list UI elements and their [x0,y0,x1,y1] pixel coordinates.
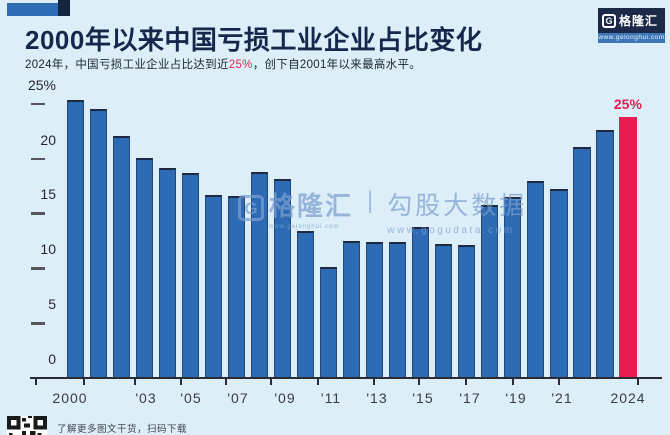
bar [227,195,246,378]
bar [458,245,476,378]
bar [66,100,84,378]
bar [550,189,568,378]
y-axis-label: 20 [40,131,56,148]
brand-g-icon: G [602,13,616,28]
subtitle-highlight: 25% [228,59,253,71]
bar [89,109,107,378]
bar [527,180,545,378]
x-axis-label: '15 [412,390,434,406]
y-axis-label: 25% [27,76,56,93]
x-axis-tick [83,379,85,385]
page-subtitle: 2024年，中国亏损工业企业占比达到近25%，创下自2001年以来最高水平。 [25,56,625,72]
x-axis-line [30,377,662,380]
x-axis-label: '11 [320,390,342,406]
bar [342,240,361,378]
bar-value-label: 25% [613,95,642,112]
y-axis-label: 0 [48,351,56,367]
bar [319,267,338,378]
subtitle-text-2: ，创下自2001年以来最高水平。 [252,59,422,71]
x-axis-tick [180,379,182,385]
bar [481,204,499,378]
x-axis-label: 2000 [52,390,88,406]
page-title: 2000年以来中国亏损工业企业占比变化 [25,25,483,55]
bar [388,241,407,378]
bar [573,146,591,378]
bar [411,226,430,378]
x-axis-label: '07 [227,390,249,406]
x-axis-tick [512,379,514,385]
x-axis-label: '19 [505,390,527,406]
x-axis-tick [225,379,227,385]
y-axis-label: 10 [40,241,56,258]
x-axis-tick [373,379,375,385]
qr-code [7,416,47,435]
x-axis-tick [558,379,560,385]
bar [158,168,176,378]
brand-logo: G 格隆汇 www.gelonghui.com [598,8,665,43]
bar [596,130,614,378]
x-axis-tick [317,379,319,385]
bar [204,194,223,378]
bar [296,231,315,378]
brand-name: 格隆汇 [619,14,659,28]
bar [434,244,453,378]
header-accent-navy [58,0,70,16]
x-axis-label: '09 [274,390,296,406]
y-axis-tick [31,322,45,325]
x-axis-label: '05 [180,390,202,406]
x-axis-label: 2024 [610,390,646,406]
bar-highlight [619,116,637,378]
x-axis-label: '03 [135,390,157,406]
x-axis-tick [270,379,272,385]
bar [135,157,153,378]
y-axis-tick [31,212,45,215]
x-axis-tick [418,379,420,385]
subtitle-text: 2024年，中国亏损工业企业占比达到近 [25,59,229,71]
x-axis-label: '13 [366,390,388,406]
x-axis-tick [35,379,37,385]
y-axis-label: 5 [48,296,56,313]
x-axis-tick [637,379,639,385]
bar [181,172,200,378]
footer-note: 了解更多图文干货，扫码下载 [57,424,188,435]
y-axis-label: 15 [40,186,56,203]
x-axis-label: '17 [459,390,481,406]
brand-logo-box: G 格隆汇 [598,8,665,33]
bar [504,196,522,378]
y-axis-tick [31,267,45,270]
brand-url: www.gelonghui.com [598,33,665,43]
y-axis-tick [31,102,45,106]
x-axis-label: '21 [551,390,573,406]
bar [112,135,130,378]
y-axis-tick [31,157,45,161]
bar [273,179,292,378]
bar [365,241,384,378]
x-axis-tick [465,379,467,385]
x-axis-tick [134,379,136,385]
bar [250,171,269,378]
header-accent-blue [7,3,58,16]
